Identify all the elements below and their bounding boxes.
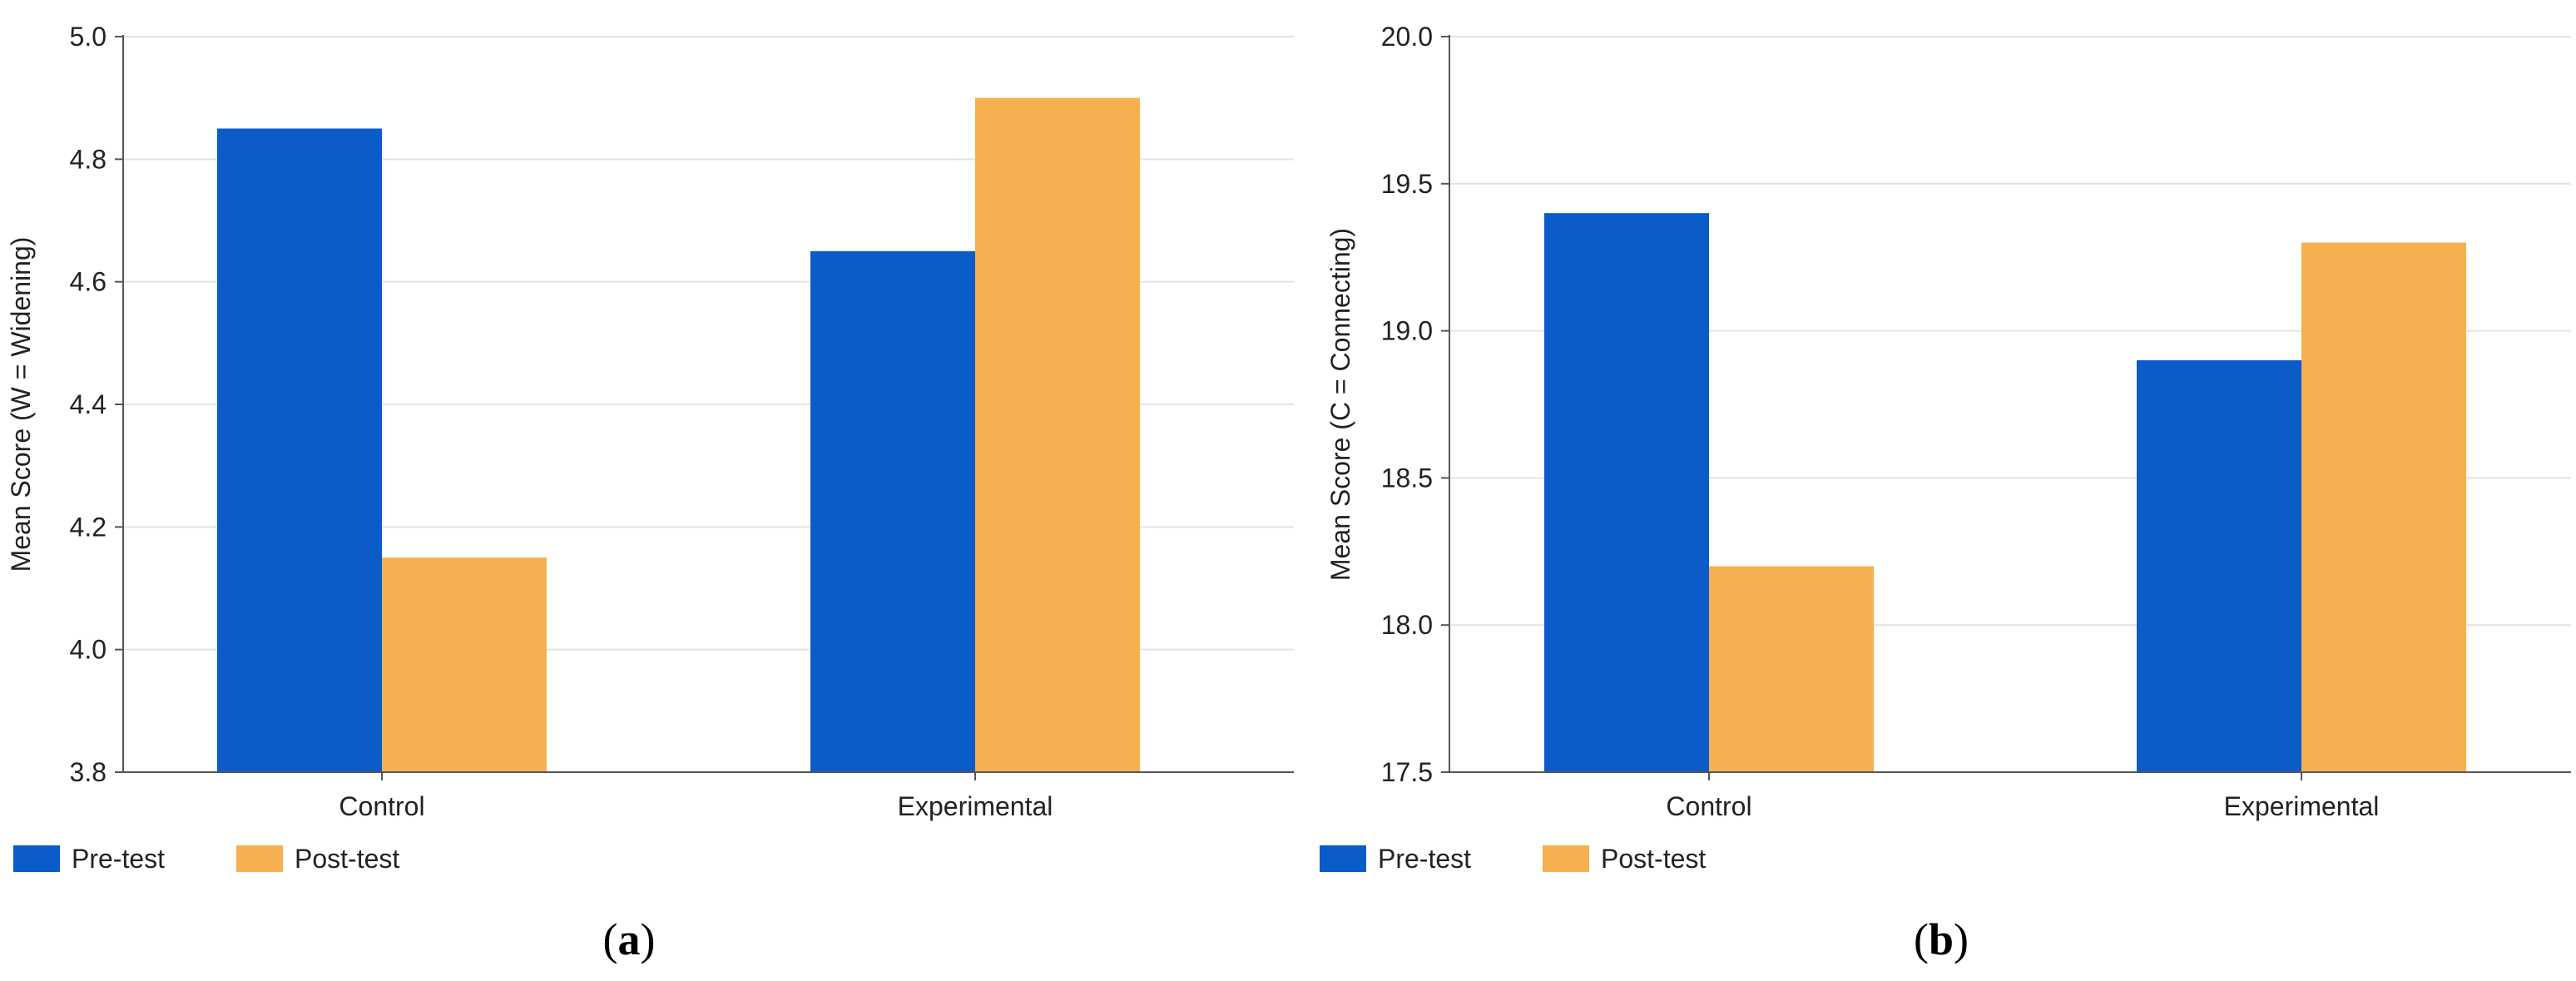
bar-pre-test-control xyxy=(217,128,382,772)
x-category-label: Experimental xyxy=(2224,791,2380,821)
y-tick-label: 19.0 xyxy=(1381,316,1433,346)
bar-pre-test-experimental xyxy=(810,250,975,772)
bar-post-test-experimental xyxy=(975,97,1140,772)
panel-paren-open: ( xyxy=(1914,914,1929,964)
panel-letter: b xyxy=(1929,914,1954,964)
y-tick-label: 19.5 xyxy=(1381,169,1433,199)
chart-panel-b: 17.5 18.0 18.5 19.0 19.5 20.0 Control Experimen… xyxy=(1320,22,2571,964)
bar-post-test-experimental xyxy=(2301,242,2466,772)
bar-post-test-control xyxy=(1709,566,1874,772)
bar-pre-test-experimental xyxy=(2137,359,2301,772)
panel-label: (b) xyxy=(1914,914,1969,964)
y-tick-label: 17.5 xyxy=(1381,757,1433,787)
y-tick-label: 4.0 xyxy=(70,635,107,665)
y-tick-label: 20.0 xyxy=(1381,22,1433,52)
panel-label: (a) xyxy=(603,914,656,964)
legend-swatch-post-test xyxy=(1543,845,1589,872)
bar-post-test-control xyxy=(382,557,547,772)
y-axis-title: Mean Score (W = Widening) xyxy=(6,237,36,572)
legend-label-post-test: Post-test xyxy=(295,844,399,874)
legend-swatch-pre-test xyxy=(13,845,60,872)
legend-swatch-post-test xyxy=(236,845,283,872)
panel-paren-close: ) xyxy=(641,914,656,964)
x-category-label: Experimental xyxy=(898,791,1053,821)
legend-swatch-pre-test xyxy=(1320,845,1366,872)
y-tick-label: 4.4 xyxy=(70,389,107,419)
y-tick-label: 4.8 xyxy=(70,144,107,174)
legend-label-post-test: Post-test xyxy=(1601,844,1706,874)
panel-paren-close: ) xyxy=(1954,914,1969,964)
x-category-label: Control xyxy=(339,791,424,821)
y-tick-label: 18.0 xyxy=(1381,610,1433,640)
bar-pre-test-control xyxy=(1544,213,1709,772)
x-category-label: Control xyxy=(1666,791,1751,821)
y-tick-label: 3.8 xyxy=(70,757,107,787)
y-axis-title: Mean Score (C = Connecting) xyxy=(1325,228,1355,581)
chart-panel-a: 3.8 4.0 4.2 4.4 4.6 4.8 5.0 Control Experimental… xyxy=(6,22,1294,964)
y-tick-label: 4.2 xyxy=(70,512,107,542)
legend-label-pre-test: Pre-test xyxy=(72,844,165,874)
y-tick-label: 4.6 xyxy=(70,267,107,297)
y-tick-label: 5.0 xyxy=(70,22,107,52)
panel-paren-open: ( xyxy=(603,914,618,964)
panel-letter: a xyxy=(618,914,641,964)
legend-label-pre-test: Pre-test xyxy=(1378,844,1471,874)
y-tick-label: 18.5 xyxy=(1381,463,1433,493)
